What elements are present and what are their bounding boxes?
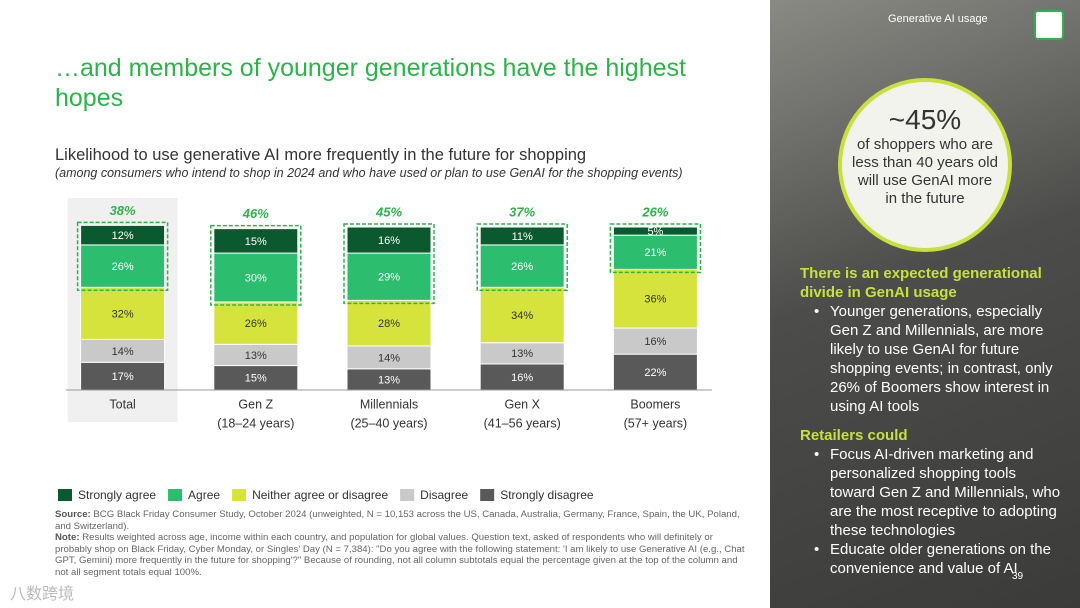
legend-swatch [58,489,72,501]
legend-swatch [168,489,183,501]
sidebar-sections: There is an expected generational divide… [800,254,1065,578]
watermark: 八数跨境 [10,586,75,603]
legend-label: Neither agree or disagree [252,488,388,502]
bar-segment [213,228,299,254]
segment-label: 26% [112,261,134,273]
category-sublabel: (57+ years) [624,416,688,430]
category-label: Boomers [630,397,680,411]
category-label: Millennials [360,397,418,411]
segment-label: 5% [647,226,663,238]
note-label: Note: [55,532,80,544]
segment-label: 26% [245,318,267,330]
segment-label: 16% [644,336,666,348]
slide-title: …and members of younger generations have… [55,54,686,112]
segment-label: 30% [245,272,267,284]
segment-label: 15% [245,373,267,385]
source-text: BCG Black Friday Consumer Study, October… [55,509,740,532]
segment-label: 26% [511,261,533,273]
segment-label: 16% [511,372,533,384]
bar-segment [346,252,432,301]
segment-label: 34% [511,310,533,322]
stat-text: of shoppers who are less than 40 years o… [852,136,998,207]
source: Source: BCG Black Friday Consumer Study,… [55,509,750,532]
segment-label: 13% [378,374,400,386]
bar-segment [80,244,166,288]
legend-swatch [480,489,495,501]
page-number: 39 [1012,571,1024,582]
category-sublabel: (18–24 years) [217,416,294,430]
segment-label: 28% [378,318,400,330]
segment-label: 12% [112,230,134,242]
chart-subtitle: (among consumers who intend to shop in 2… [55,166,683,180]
bar-segment [479,226,565,246]
total-box [76,221,169,292]
bullet: Educate older generations on the conveni… [800,540,1065,578]
segment-label: 11% [512,231,533,243]
stat-circle: ~45% of shoppers who are less than 40 ye… [838,78,1012,252]
legend-swatch [232,489,247,501]
bar-segment [612,226,698,236]
segment-label: 21% [644,247,666,259]
segment-label: 32% [112,308,134,320]
segment-label: 29% [378,272,400,284]
bullet: Younger generations, especially Gen Z an… [800,302,1065,416]
bar-segment [80,224,166,246]
bar-segment [612,234,698,270]
legend-label: Strongly disagree [500,488,594,502]
total-box [343,223,435,305]
chart-title: Likelihood to use generative AI more fre… [55,146,587,164]
bar-segment [612,268,698,329]
section-heading: There is an expected generational divide… [800,265,1042,301]
chart: 17% 14% 32% 26% 12% 38% Total 15% 13% 26% 30% 15% 46… [58,198,712,502]
segment-label: 13% [511,348,533,360]
segment-label: 17% [112,371,134,383]
legend-swatch [400,489,415,501]
category-sublabel: (41–56 years) [484,416,561,430]
category-sublabel: (25–40 years) [350,416,427,430]
bullet: Focus AI-driven marketing and personaliz… [800,445,1065,540]
ai-icon [1034,10,1064,40]
bar-segment [612,327,698,355]
category-label: Total [109,397,135,411]
category-label: Gen X [504,397,540,411]
segment-label: 36% [644,294,666,306]
bar-segment [479,244,565,288]
total-box [609,223,702,274]
total-box [210,224,302,306]
sidebar-tag: Generative AI usage [888,13,988,25]
total-label: 45% [375,204,402,219]
segment-label: 14% [378,352,400,364]
total-label: 26% [641,204,668,219]
note: Note: Results weighted across age, incom… [55,532,750,578]
notes: Source: BCG Black Friday Consumer Study,… [55,509,750,579]
bar-segment [213,301,299,345]
section-heading: Retailers could [800,427,908,444]
bar-segment [80,286,166,340]
bar-segment [479,286,565,344]
bar-segment [346,299,432,347]
total-label: 46% [242,206,269,221]
total-label: 38% [110,203,136,218]
bar-segment [346,226,432,254]
bar-segment [612,353,698,391]
segment-label: 16% [378,235,400,247]
legend-label: Disagree [420,488,468,502]
total-label: 37% [509,204,535,219]
segment-label: 15% [245,236,267,248]
note-text: Results weighted across age, income with… [55,532,745,578]
legend-label: Strongly agree [78,488,156,502]
source-label: Source: [55,509,91,520]
category-label: Gen Z [238,397,273,411]
segment-label: 14% [112,346,134,358]
stat-value: ~45% [888,104,962,135]
total-box [476,223,568,292]
segment-label: 22% [644,367,666,379]
segment-label: 13% [245,350,267,362]
bar-segment [213,365,299,391]
bar-segment [213,252,299,303]
legend-label: Agree [188,488,220,502]
